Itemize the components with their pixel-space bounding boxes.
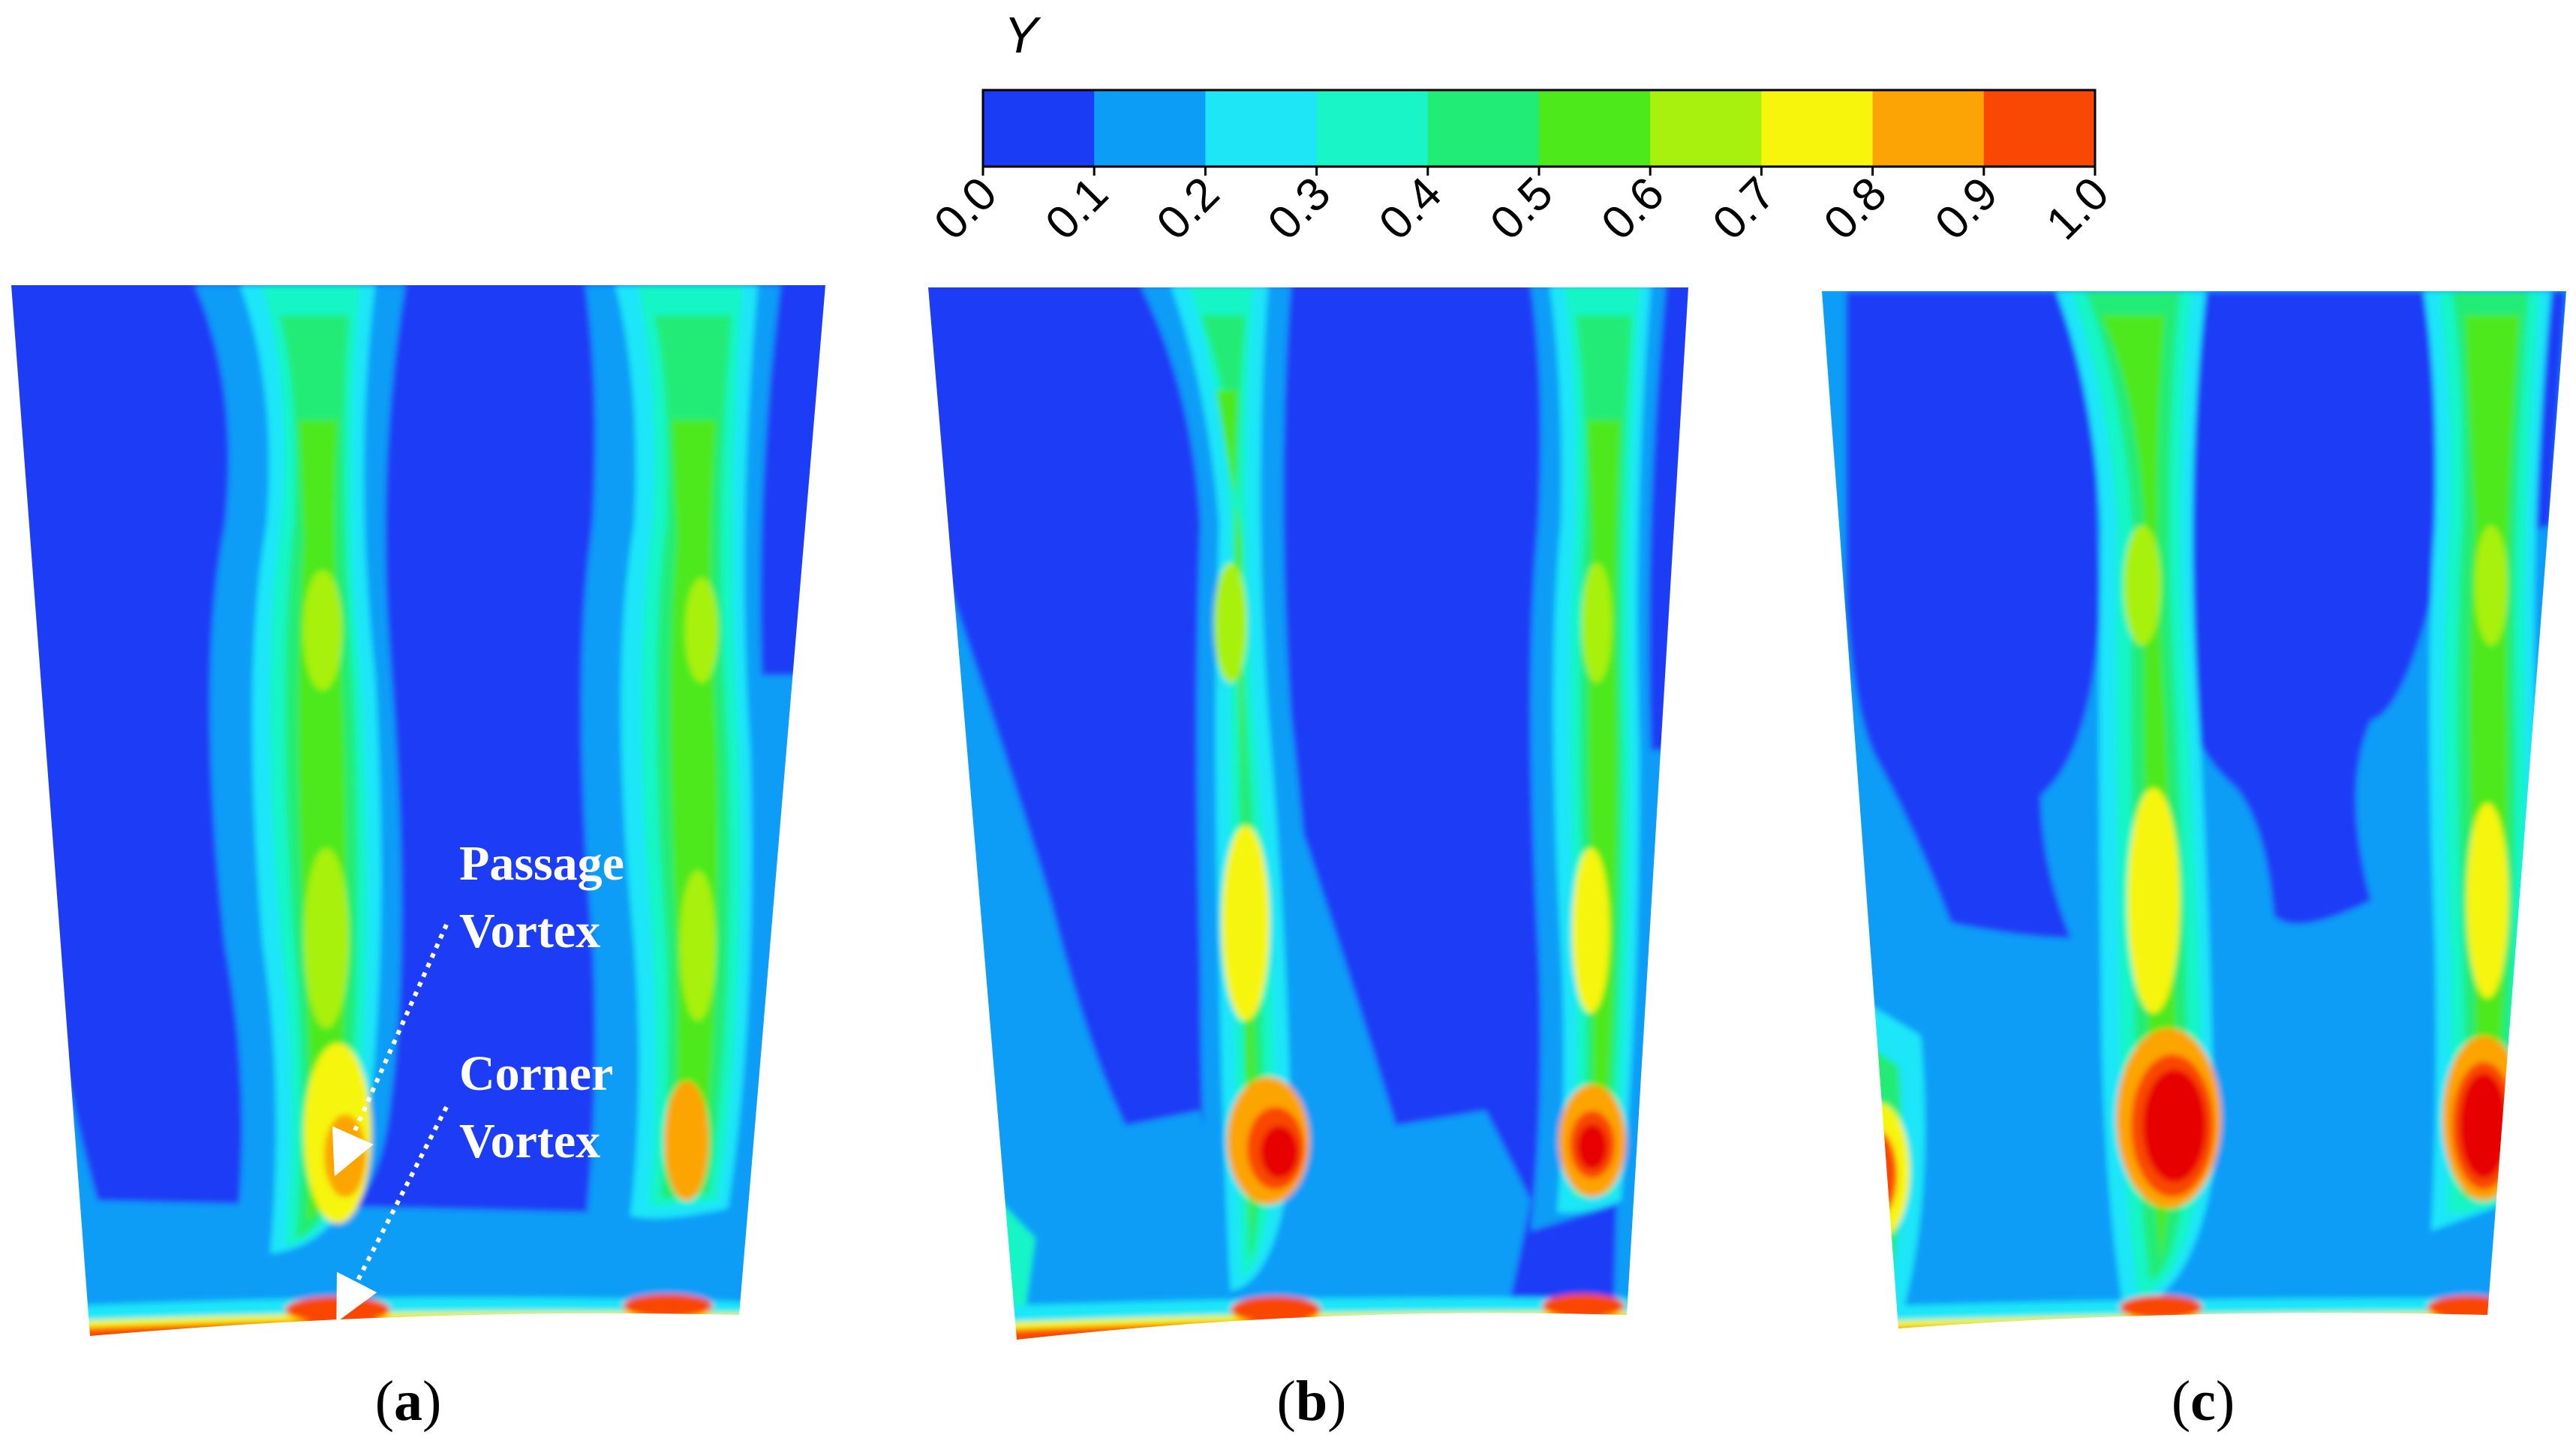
colorbar-tick-label: 0.6 — [1592, 167, 1674, 250]
colorbar-swatch — [1761, 90, 1874, 167]
colorbar-tick-label: 0.7 — [1703, 167, 1786, 250]
colorbar-tick-label: 0.9 — [1925, 167, 2008, 250]
panel-label-b: (b) — [1277, 1370, 1347, 1433]
colorbar-swatch — [1650, 90, 1762, 167]
passage-vortex-arrow — [332, 923, 449, 1177]
colorbar-swatch — [1983, 90, 2096, 167]
corner-vortex-label-line2: Vortex — [459, 1114, 600, 1169]
colorbar-swatches — [983, 90, 2096, 167]
colorbar-tick-label: 0.1 — [1036, 167, 1118, 250]
colorbar-swatch — [983, 90, 1095, 167]
colorbar: Y 0.0 0.1 0.2 0.3 0.4 0.5 0.6 0.7 0.8 0.9 1.0 — [924, 7, 2119, 250]
colorbar-swatch — [1316, 90, 1429, 167]
colorbar-tick-label: 0.8 — [1814, 167, 1897, 250]
colorbar-tick-label: 0.5 — [1480, 167, 1563, 250]
colorbar-swatch — [1872, 90, 1985, 167]
colorbar-swatch — [1427, 90, 1540, 167]
corner-vortex-label-line1: Corner — [459, 1046, 613, 1101]
colorbar-tick-label: 1.0 — [2036, 167, 2119, 250]
colorbar-swatch — [1205, 90, 1318, 167]
corner-vortex-arrow — [336, 1106, 449, 1322]
contour-panel-c — [1822, 291, 2566, 1328]
colorbar-tick-label: 0.2 — [1147, 167, 1230, 250]
panel-label-a: (a) — [375, 1370, 442, 1433]
panel-label-c: (c) — [2172, 1370, 2235, 1433]
passage-vortex-label-line2: Vortex — [459, 904, 600, 958]
colorbar-swatch — [1094, 90, 1206, 167]
vortex-annotations: Passage Vortex Corner Vortex — [332, 836, 624, 1322]
colorbar-tick-label: 0.4 — [1369, 167, 1452, 250]
contour-panel-a — [11, 285, 825, 1336]
colorbar-tick-label: 0.0 — [924, 167, 1007, 250]
passage-vortex-label-line1: Passage — [459, 836, 624, 891]
colorbar-title: Y — [1004, 7, 1042, 64]
colorbar-swatch — [1539, 90, 1651, 167]
contour-panel-b — [928, 287, 1688, 1340]
colorbar-ticks: 0.0 0.1 0.2 0.3 0.4 0.5 0.6 0.7 0.8 0.9 1.0 — [924, 167, 2119, 250]
colorbar-tick-label: 0.3 — [1258, 167, 1341, 250]
